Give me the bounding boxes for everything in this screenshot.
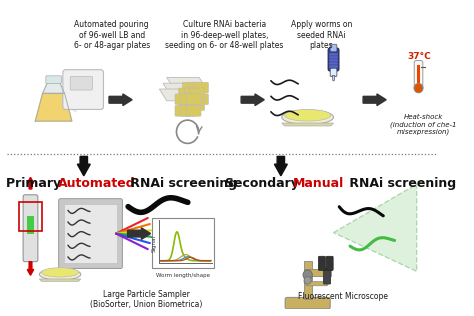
FancyBboxPatch shape (64, 204, 117, 263)
FancyArrow shape (109, 94, 132, 106)
FancyArrow shape (363, 94, 386, 106)
FancyArrow shape (274, 156, 287, 176)
Text: Fluorescent Microscope: Fluorescent Microscope (298, 292, 388, 301)
FancyArrow shape (27, 177, 34, 189)
FancyBboxPatch shape (63, 70, 103, 109)
FancyBboxPatch shape (181, 106, 195, 116)
FancyBboxPatch shape (184, 88, 199, 99)
FancyBboxPatch shape (59, 199, 122, 269)
Bar (329, 56, 337, 59)
Ellipse shape (39, 269, 81, 280)
Polygon shape (332, 76, 335, 81)
Bar (304, 261, 311, 299)
FancyBboxPatch shape (152, 218, 214, 269)
FancyBboxPatch shape (324, 269, 330, 284)
Text: Signal: Signal (152, 235, 157, 252)
Text: Automated: Automated (58, 177, 136, 190)
FancyBboxPatch shape (330, 44, 337, 52)
Bar (417, 65, 420, 86)
Polygon shape (39, 279, 81, 281)
Bar (27, 216, 34, 234)
Text: RNAi screening: RNAi screening (345, 177, 456, 190)
FancyBboxPatch shape (193, 94, 209, 105)
Bar (329, 53, 337, 56)
FancyArrow shape (241, 94, 264, 106)
Ellipse shape (284, 109, 331, 121)
FancyBboxPatch shape (184, 100, 199, 110)
Text: Manual: Manual (293, 177, 344, 190)
FancyBboxPatch shape (175, 94, 190, 105)
FancyBboxPatch shape (179, 88, 193, 99)
FancyBboxPatch shape (188, 82, 203, 93)
Circle shape (303, 270, 312, 280)
Circle shape (414, 83, 423, 93)
Text: Automated pouring
of 96-well LB and
6- or 48-agar plates: Automated pouring of 96-well LB and 6- o… (73, 20, 150, 50)
Text: Apply worms on
seeded RNAi
plates: Apply worms on seeded RNAi plates (291, 20, 352, 50)
Polygon shape (43, 82, 64, 93)
Text: Secondary: Secondary (225, 177, 303, 190)
Polygon shape (304, 282, 329, 286)
Text: Worm length/shape: Worm length/shape (156, 273, 210, 278)
Polygon shape (282, 123, 334, 126)
FancyArrow shape (128, 228, 151, 240)
FancyBboxPatch shape (186, 106, 201, 116)
Text: 37°C: 37°C (408, 52, 431, 61)
FancyBboxPatch shape (328, 48, 339, 71)
FancyBboxPatch shape (326, 256, 333, 270)
Bar (329, 59, 337, 62)
FancyBboxPatch shape (414, 61, 423, 90)
FancyBboxPatch shape (330, 68, 337, 76)
Text: RNAi screening: RNAi screening (126, 177, 237, 190)
FancyBboxPatch shape (46, 76, 61, 83)
Bar (329, 62, 337, 65)
Polygon shape (159, 89, 199, 101)
Circle shape (304, 276, 311, 284)
Ellipse shape (42, 268, 79, 277)
FancyBboxPatch shape (285, 297, 330, 309)
Text: Large Particle Sampler
(BioSorter, Union Biometrica): Large Particle Sampler (BioSorter, Union… (90, 290, 202, 309)
FancyBboxPatch shape (181, 94, 195, 105)
Polygon shape (64, 96, 81, 112)
Polygon shape (334, 184, 417, 271)
FancyBboxPatch shape (182, 94, 197, 105)
FancyBboxPatch shape (175, 106, 190, 116)
FancyBboxPatch shape (182, 82, 197, 93)
Polygon shape (163, 83, 203, 95)
FancyBboxPatch shape (23, 195, 38, 262)
Text: Heat-shock
(induction of che-1
misexpression): Heat-shock (induction of che-1 misexpres… (390, 114, 456, 136)
FancyArrow shape (77, 156, 90, 176)
FancyArrow shape (27, 262, 34, 275)
Polygon shape (35, 93, 72, 121)
FancyBboxPatch shape (190, 100, 205, 110)
FancyBboxPatch shape (188, 94, 203, 105)
Ellipse shape (282, 110, 334, 125)
Text: Primary: Primary (6, 177, 65, 190)
Bar (329, 65, 337, 68)
FancyBboxPatch shape (70, 76, 92, 90)
FancyBboxPatch shape (186, 94, 201, 105)
Polygon shape (167, 77, 207, 89)
FancyBboxPatch shape (193, 82, 209, 93)
FancyBboxPatch shape (190, 88, 205, 99)
FancyBboxPatch shape (179, 100, 193, 110)
Text: Culture RNAi bacteria
in 96-deep-well plates,
seeding on 6- or 48-well plates: Culture RNAi bacteria in 96-deep-well pl… (165, 20, 284, 50)
Polygon shape (304, 270, 331, 276)
FancyBboxPatch shape (319, 256, 325, 270)
